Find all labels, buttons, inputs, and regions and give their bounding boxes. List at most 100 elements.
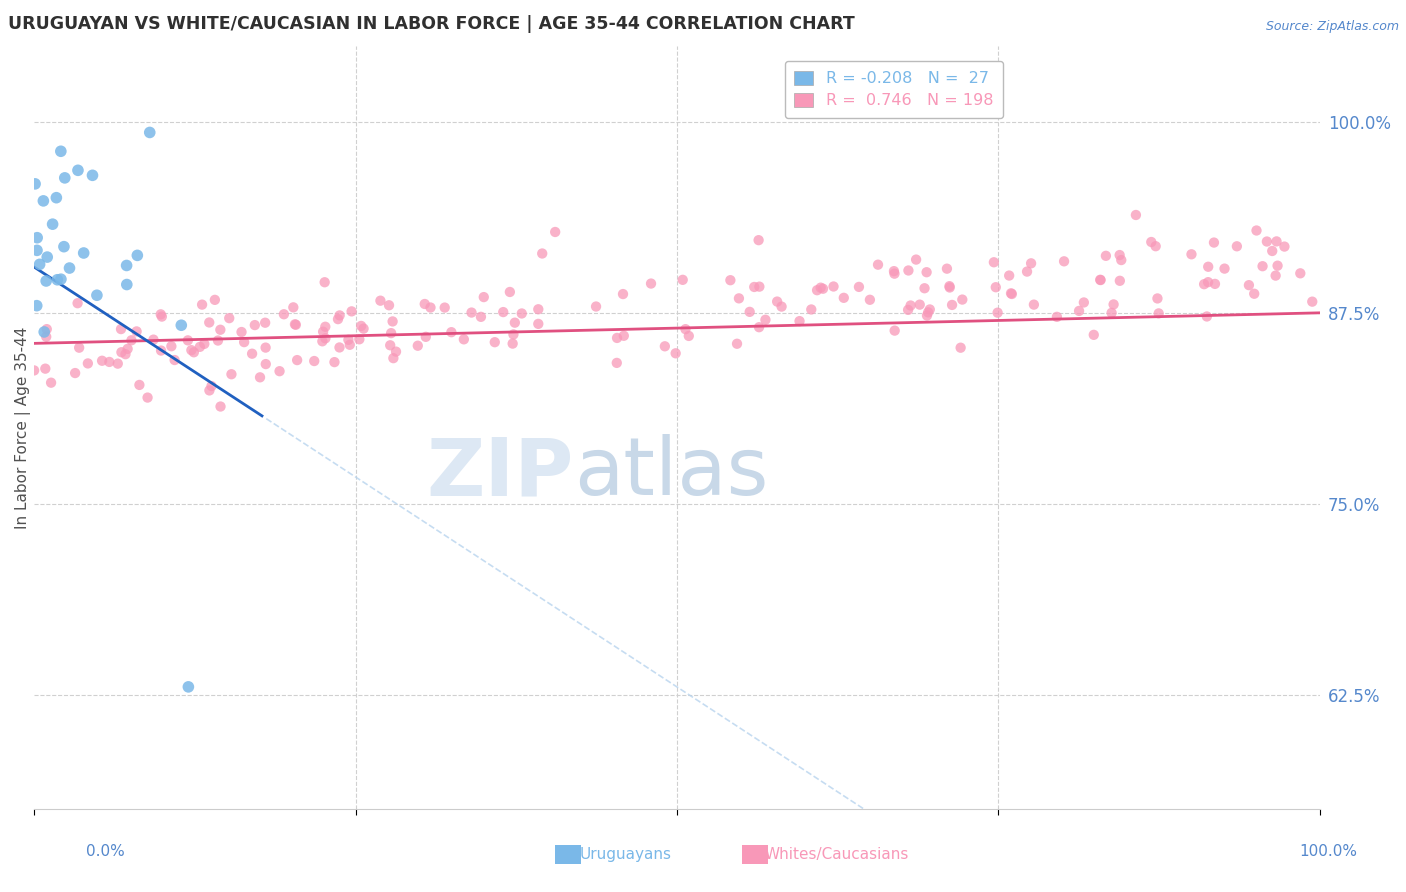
Point xyxy=(1243,286,1265,301)
Point xyxy=(312,325,335,339)
Point xyxy=(150,343,173,358)
Point xyxy=(1265,235,1288,249)
Point xyxy=(883,264,905,278)
Point xyxy=(115,277,138,292)
Point xyxy=(53,170,76,185)
Point xyxy=(1264,268,1286,283)
Point xyxy=(415,330,437,344)
Point xyxy=(1022,298,1045,312)
Point xyxy=(150,310,173,324)
Point xyxy=(453,332,475,346)
Point xyxy=(107,357,129,371)
Point xyxy=(433,301,456,315)
Point xyxy=(503,316,526,330)
Point xyxy=(470,310,492,324)
Point xyxy=(1101,306,1123,320)
Point xyxy=(527,317,550,331)
Point xyxy=(987,306,1010,320)
Point xyxy=(1301,294,1323,309)
Point xyxy=(811,282,834,296)
Text: 100.0%: 100.0% xyxy=(1299,845,1358,859)
Point xyxy=(472,290,495,304)
Point xyxy=(1090,273,1112,287)
Point xyxy=(1180,247,1202,261)
Point xyxy=(897,302,920,317)
Point xyxy=(938,279,960,293)
Point xyxy=(339,338,361,352)
Point xyxy=(1015,264,1038,278)
Point xyxy=(859,293,882,307)
Point xyxy=(1102,297,1125,311)
Point xyxy=(117,342,139,356)
Point xyxy=(128,378,150,392)
Point xyxy=(527,302,550,317)
Point xyxy=(1213,261,1236,276)
Point xyxy=(378,298,401,312)
Point xyxy=(73,246,96,260)
Point xyxy=(76,356,98,370)
Point xyxy=(406,339,429,353)
Point xyxy=(1001,287,1024,301)
Point xyxy=(269,364,291,378)
Point xyxy=(654,339,676,353)
Point xyxy=(86,288,108,302)
Point xyxy=(254,341,277,355)
Point xyxy=(460,305,482,319)
Point xyxy=(510,306,533,320)
Point xyxy=(1090,273,1112,287)
Point xyxy=(323,355,346,369)
Point xyxy=(883,267,905,281)
Point xyxy=(115,259,138,273)
Point xyxy=(672,273,695,287)
Point xyxy=(204,293,226,307)
Point xyxy=(440,325,463,339)
Point xyxy=(218,311,240,326)
Point xyxy=(742,280,765,294)
Point xyxy=(82,169,104,183)
Point xyxy=(66,163,89,178)
Point xyxy=(915,265,938,279)
Point xyxy=(302,354,325,368)
Bar xyxy=(742,845,768,864)
Point xyxy=(1251,259,1274,273)
Point xyxy=(380,338,402,352)
Point xyxy=(502,327,524,342)
Point xyxy=(1197,275,1219,289)
Point xyxy=(32,325,55,339)
Point xyxy=(110,322,132,336)
Point xyxy=(35,330,58,344)
Point xyxy=(544,225,567,239)
Point xyxy=(613,328,636,343)
Point xyxy=(24,177,46,191)
Point xyxy=(180,343,202,358)
Point xyxy=(606,331,628,345)
Point xyxy=(983,255,1005,269)
Point xyxy=(823,279,845,293)
Point xyxy=(1202,235,1225,250)
Point xyxy=(1256,235,1278,249)
Point xyxy=(1226,239,1249,253)
Point xyxy=(1019,256,1042,270)
Point xyxy=(337,333,360,347)
Point xyxy=(49,145,72,159)
Point xyxy=(905,252,928,267)
Point xyxy=(191,298,214,312)
Point xyxy=(160,339,183,353)
Point xyxy=(949,341,972,355)
Point xyxy=(1146,292,1168,306)
Point xyxy=(177,334,200,348)
Point xyxy=(380,326,402,340)
Point xyxy=(284,318,307,332)
Point xyxy=(314,275,336,289)
Point xyxy=(606,356,628,370)
Point xyxy=(748,233,770,247)
Point xyxy=(1261,244,1284,258)
Point xyxy=(413,297,436,311)
Text: ZIP: ZIP xyxy=(427,434,574,512)
Point xyxy=(492,305,515,319)
Point xyxy=(35,322,58,336)
Point xyxy=(738,305,761,319)
Point xyxy=(32,194,55,208)
Point xyxy=(39,376,62,390)
Point xyxy=(1237,278,1260,293)
